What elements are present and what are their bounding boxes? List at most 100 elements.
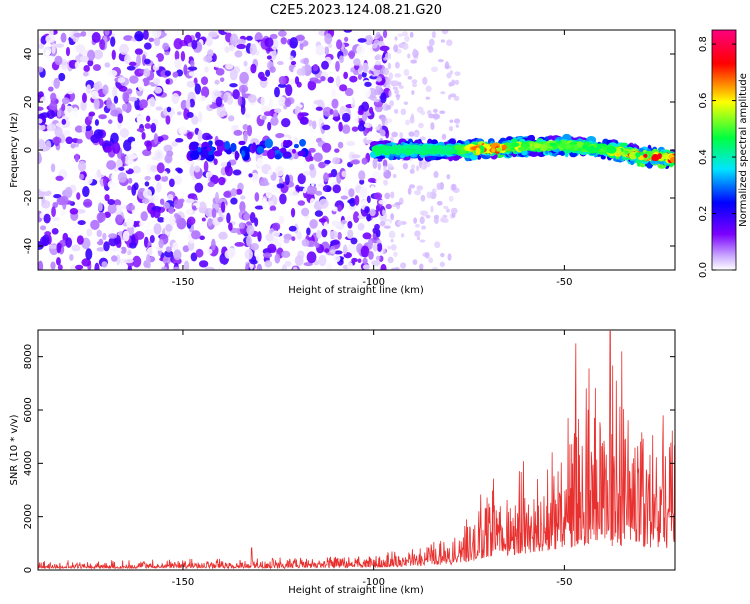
heatmap-cell [245, 112, 251, 119]
heatmap-cell [361, 101, 370, 112]
heatmap-cell [428, 113, 435, 119]
heatmap-cell [150, 165, 159, 172]
heatmap-cell [164, 250, 174, 258]
heatmap-cell [178, 126, 188, 135]
heatmap-cell [104, 194, 110, 202]
heatmap-cell [261, 115, 267, 120]
heatmap-cell [185, 198, 195, 204]
heatmap-cell [559, 141, 566, 149]
heatmap-cell [74, 153, 79, 163]
heatmap-cell [51, 227, 59, 235]
heatmap-cell [56, 242, 62, 254]
heatmap-cell [351, 126, 359, 132]
heatmap-cell [576, 141, 584, 148]
heatmap-cell [220, 201, 226, 213]
heatmap-cell [190, 252, 198, 262]
heatmap-cell [115, 214, 124, 225]
heatmap-cell [449, 93, 457, 98]
heatmap-cell [312, 30, 317, 37]
heatmap-cell [271, 146, 280, 151]
heatmap-cell [249, 259, 258, 265]
heatmap-cell [243, 60, 248, 67]
heatmap-cell [446, 39, 453, 47]
heatmap-cell [281, 250, 291, 258]
heatmap-cell [174, 58, 182, 69]
heatmap-cell [573, 144, 579, 151]
heatmap-cell [157, 216, 165, 223]
heatmap-cell [172, 71, 179, 78]
heatmap-cell [273, 108, 282, 114]
heatmap-cell [353, 69, 360, 76]
heatmap-cell [57, 163, 68, 169]
heatmap-cell [353, 211, 360, 223]
heatmap-cell [250, 63, 257, 74]
heatmap-cell [254, 205, 264, 210]
heatmap-cell [168, 206, 175, 215]
heatmap-cell [382, 67, 390, 76]
heatmap-cell [203, 160, 209, 173]
heatmap-cell [177, 168, 183, 174]
heatmap-cell [209, 104, 219, 109]
heatmap-cell [40, 112, 50, 119]
heatmap-cell [52, 136, 62, 145]
heatmap-cell [142, 188, 152, 199]
heatmap-cell [451, 212, 456, 218]
heatmap-cell [153, 223, 162, 235]
heatmap-cell [64, 105, 74, 117]
heatmap-cell [375, 60, 382, 66]
spectrogram-y-ticks: 40 20 0 -20 -40 [23, 48, 675, 254]
heatmap-cell [400, 262, 407, 269]
snr-frame [37, 329, 676, 571]
heatmap-cell [318, 198, 329, 209]
heatmap-cell [274, 154, 282, 160]
heatmap-cell [146, 246, 157, 257]
heatmap-cell [453, 95, 460, 101]
heatmap-cell [439, 110, 446, 114]
heatmap-cell [390, 244, 397, 251]
heatmap-cell [387, 256, 394, 264]
heatmap-cell [96, 212, 106, 223]
heatmap-cell [419, 263, 424, 270]
colorbar-tick-label: 0.4 [698, 149, 709, 165]
heatmap-cell [45, 34, 56, 44]
heatmap-cell [214, 191, 219, 204]
heatmap-cell [214, 79, 220, 85]
heatmap-cell [306, 227, 311, 236]
heatmap-cell [348, 50, 355, 60]
heatmap-cell [397, 33, 404, 37]
heatmap-cell [299, 138, 306, 147]
heatmap-cell [223, 93, 228, 103]
heatmap-cell [94, 119, 99, 126]
heatmap-cell [291, 236, 296, 242]
heatmap-cell [104, 30, 110, 36]
heatmap-cell [440, 39, 445, 43]
heatmap-cell [443, 146, 453, 151]
heatmap-cell [190, 60, 195, 67]
heatmap-cell [307, 184, 317, 195]
heatmap-cell [153, 36, 161, 47]
heatmap-cell [308, 119, 313, 127]
heatmap-cell [383, 249, 387, 254]
heatmap-cell [420, 110, 426, 116]
heatmap-cell [409, 31, 414, 38]
heatmap-cell [261, 197, 267, 210]
heatmap-cell [58, 72, 66, 82]
heatmap-cell [69, 166, 77, 173]
heatmap-cell [390, 191, 395, 199]
y-tick-label: 6000 [23, 397, 34, 422]
heatmap-cell [434, 241, 441, 249]
heatmap-cell [411, 79, 418, 84]
heatmap-cell [86, 228, 93, 237]
heatmap-cell [333, 255, 341, 263]
heatmap-cell [213, 61, 223, 68]
heatmap-cell [98, 137, 104, 146]
heatmap-cell [453, 118, 461, 124]
heatmap-cell [383, 147, 394, 153]
heatmap-cell [81, 258, 91, 267]
heatmap-cell [54, 126, 63, 138]
heatmap-cell [290, 207, 296, 218]
heatmap-cell [327, 43, 333, 49]
heatmap-cell [273, 112, 278, 119]
heatmap-cell [168, 178, 175, 188]
heatmap-cell [419, 216, 425, 224]
